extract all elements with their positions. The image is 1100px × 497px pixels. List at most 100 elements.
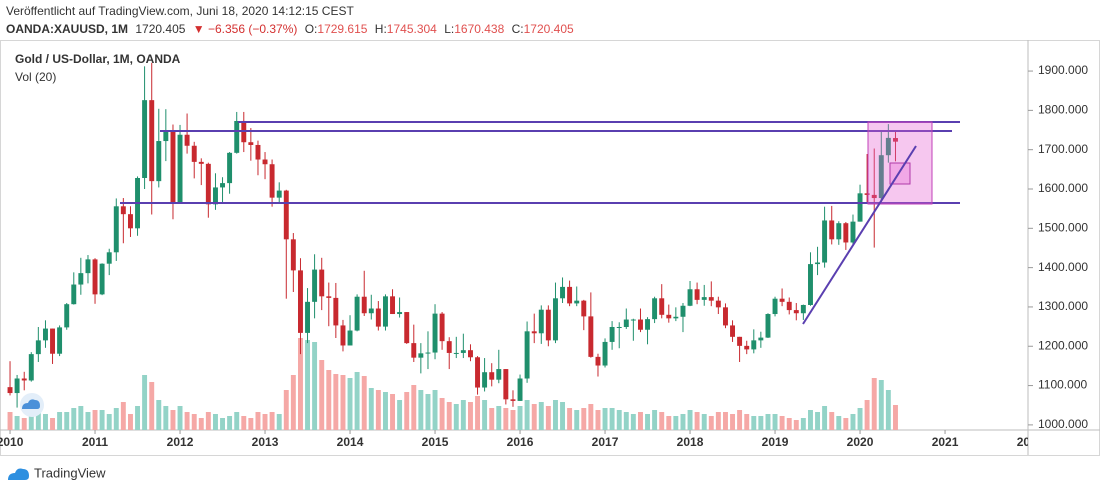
volume-bar [616,410,622,430]
volume-bar [560,402,566,430]
volume-bar [290,375,296,430]
volume-bar [701,414,707,430]
x-tick-label: 2020 [847,435,874,449]
volume-bar [21,418,27,430]
volume-bar [765,414,771,430]
candle-body [92,259,98,295]
candle-body [368,308,374,314]
volume-bar [156,400,162,430]
volume-bar [857,408,863,430]
x-tick-label: 2016 [507,435,534,449]
volume-bar [354,372,360,430]
candle-body [213,187,218,205]
candle-body [269,164,275,198]
volume-bar [673,416,679,430]
volume-bar [375,390,381,430]
volume-bar [50,418,55,430]
candle-body [730,325,736,337]
volume-bar [120,402,126,430]
volume-bar [786,418,792,430]
candle-body [333,297,339,326]
volume-bar [638,412,643,430]
chart-title: Gold / US-Dollar, 1M, OANDA [15,52,181,66]
volume-bar [43,414,48,430]
volume-bar [893,405,898,430]
candle-body [128,214,133,229]
volume-bar [496,406,502,430]
volume-bar [793,420,799,430]
volume-bar [319,360,325,430]
candle-body [347,330,353,346]
candle-body [255,144,261,160]
y-tick-label: 1500.000 [1038,220,1088,234]
candle-body [680,305,686,317]
ohlc-label: L: [444,22,454,36]
x-tick-label: 2014 [337,435,364,449]
volume-bar [446,402,452,430]
volume-bar [269,412,275,430]
volume-bar [836,416,842,430]
candle-body [453,352,459,354]
volume-label: Vol (20) [15,70,56,84]
candle-body [808,264,813,305]
x-tick-label: 2018 [677,435,704,449]
candle-body [666,314,672,319]
candle-body [383,296,388,327]
candle-body [85,259,91,274]
candle-body [765,314,771,338]
x-tick-label: 2010 [0,435,24,449]
volume-bar [99,410,105,430]
candle-body [553,298,558,341]
x-tick-label: 2011 [82,435,108,449]
candle-body [276,190,282,198]
volume-bar [531,404,537,430]
volume-bar [737,410,743,430]
volume-bar [489,408,495,430]
candle-body [163,131,169,142]
volume-bar [227,416,233,430]
candle-body [375,308,381,327]
volume-bar [758,416,764,430]
candle-body [220,183,226,188]
candle-body [878,155,884,199]
trend-line [802,145,917,325]
candle-body [120,206,126,215]
volume-bar [397,400,403,430]
candle-body [35,340,41,355]
candle-body [836,223,842,240]
volume-bar [383,392,388,430]
volume-bar [808,410,813,430]
volume-bar [460,400,466,430]
volume-bar [163,406,169,430]
candle-body [404,312,410,344]
volume-bar [588,404,594,430]
x-tick-label: 2017 [592,435,619,449]
volume-bar [368,388,374,430]
volume-bar [510,410,516,430]
candle-body [149,100,155,182]
candle-body [446,341,452,353]
volume-bar [482,400,488,430]
volume-bar [524,400,530,430]
candle-body [78,273,84,285]
candle-body [50,328,55,354]
candle-body [779,298,785,302]
volume-bar [298,338,303,430]
candle-pane [7,62,898,408]
candle-body [850,221,856,243]
candle-body [531,331,537,334]
candle-body [305,301,311,333]
candle-body [390,296,396,315]
volume-bar [829,412,835,430]
volume-bar [779,416,785,430]
candle-body [57,327,63,354]
ohlc-label: O: [305,22,318,36]
candle-body [205,163,211,205]
candle-body [106,252,112,264]
ohlc-value: 1670.438 [454,22,504,36]
volume-bar [623,412,629,430]
candle-body [800,304,806,314]
volume-bar [411,385,417,430]
volume-bar [878,380,884,430]
volume-bar [234,412,240,430]
